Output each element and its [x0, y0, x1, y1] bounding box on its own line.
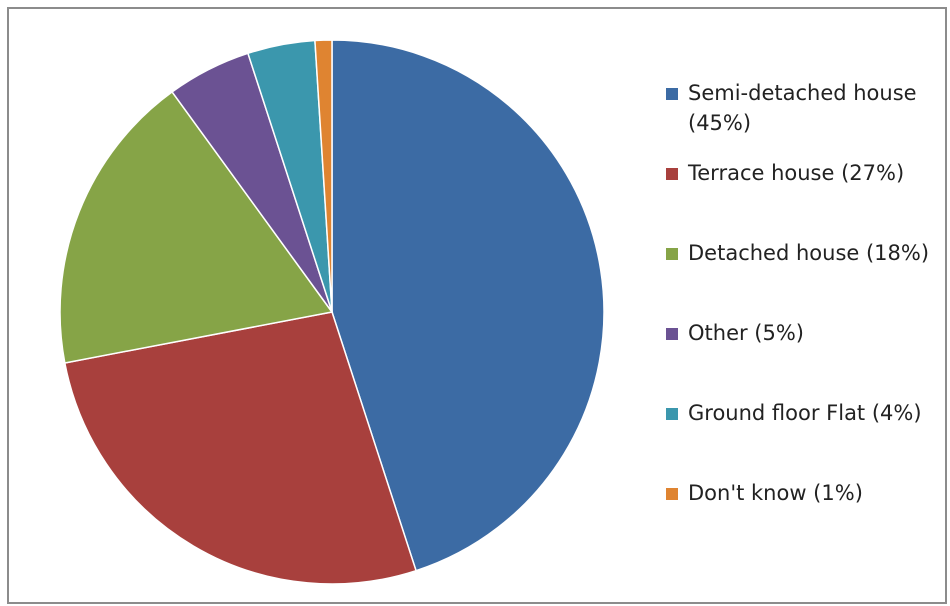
- legend-item-terrace: Terrace house (27%): [666, 158, 946, 238]
- legend-item-dont-know: Don't know (1%): [666, 478, 946, 558]
- legend-swatch: [666, 328, 678, 340]
- legend-swatch: [666, 408, 678, 420]
- legend-label: Semi-detached house (45%): [688, 81, 917, 135]
- legend-swatch: [666, 88, 678, 100]
- legend-label: Detached house (18%): [688, 241, 930, 265]
- legend-item-detached: Detached house (18%): [666, 238, 946, 318]
- legend-swatch: [666, 488, 678, 500]
- legend-label: Other (5%): [688, 321, 805, 345]
- legend-label: Terrace house (27%): [688, 161, 905, 185]
- legend-item-other: Other (5%): [666, 318, 946, 398]
- legend-item-semi-detached: Semi-detached house (45%): [666, 78, 946, 158]
- pie-slice-detached: [59, 90, 334, 364]
- pie-slice-dont-know: [314, 39, 333, 313]
- legend: Semi-detached house (45%) Terrace house …: [666, 78, 946, 558]
- legend-swatch: [666, 248, 678, 260]
- legend-swatch: [666, 168, 678, 180]
- legend-label: Don't know (1%): [688, 481, 863, 505]
- legend-item-ground-floor-flat: Ground floor Flat (4%): [666, 398, 946, 478]
- pie-slice-terrace: [63, 311, 417, 585]
- legend-label: Ground floor Flat (4%): [688, 401, 922, 425]
- pie-slice-semi-detached: [331, 39, 605, 572]
